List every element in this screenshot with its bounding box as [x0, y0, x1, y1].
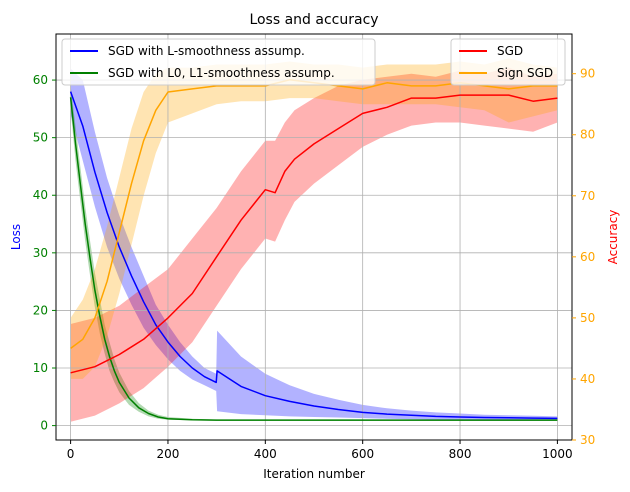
band-sgd	[70, 67, 558, 422]
right-tick-label-90: 90	[580, 67, 595, 81]
legend-right: SGD Sign SGD	[450, 38, 566, 86]
plot-frame	[55, 33, 573, 441]
left-tick-label-30: 30	[33, 246, 48, 260]
left-axis-ticks: 0 10 20 30 40 50 60	[33, 73, 56, 433]
x-axis-ticks: 0 200 400 600 800 1000	[67, 440, 573, 461]
left-tick-label-50: 50	[33, 131, 48, 145]
legend-label-sgd: SGD	[497, 44, 523, 58]
legend-label-sgd-l: SGD with L-smoothness assump.	[108, 44, 305, 58]
right-tick-label-70: 70	[580, 189, 595, 203]
line-sgd-with-l-smoothness-assump	[69, 91, 558, 420]
legend-left-box	[61, 38, 376, 86]
x-tick-label-200: 200	[157, 447, 180, 461]
x-axis-label: Iteration number	[263, 467, 365, 481]
legend-label-sign-sgd: Sign SGD	[497, 66, 553, 80]
line-sgd	[70, 94, 558, 374]
x-tick-label-600: 600	[351, 447, 374, 461]
right-tick-label-60: 60	[580, 250, 595, 264]
confidence-bands	[70, 58, 558, 422]
legend-left: SGD with L-smoothness assump. SGD with L…	[61, 38, 376, 86]
right-tick-label-50: 50	[580, 311, 595, 325]
line-sgd-with-l0-l1-smoothness-assump	[69, 97, 558, 421]
left-tick-label-60: 60	[33, 73, 48, 87]
left-tick-label-10: 10	[33, 361, 48, 375]
legend-label-sgd-l0l1: SGD with L0, L1-smoothness assump.	[108, 66, 335, 80]
x-tick-label-800: 800	[449, 447, 472, 461]
right-tick-label-30: 30	[580, 433, 595, 447]
left-tick-label-0: 0	[40, 419, 48, 433]
x-tick-label-1000: 1000	[542, 447, 573, 461]
left-tick-label-40: 40	[33, 188, 48, 202]
left-axis-label: Loss	[9, 224, 23, 250]
band-sgd-with-l0-l1-smoothness-assump	[70, 85, 558, 421]
right-axis-ticks: 30 40 50 60 70 80 90	[572, 67, 595, 447]
band-sign-sgd	[70, 58, 558, 379]
right-tick-label-80: 80	[580, 128, 595, 142]
chart-title: Loss and accuracy	[249, 12, 378, 28]
x-tick-label-400: 400	[254, 447, 277, 461]
right-axis-label: Accuracy	[606, 210, 620, 265]
x-tick-label-0: 0	[67, 447, 75, 461]
right-tick-label-40: 40	[580, 372, 595, 386]
left-tick-label-20: 20	[33, 303, 48, 317]
